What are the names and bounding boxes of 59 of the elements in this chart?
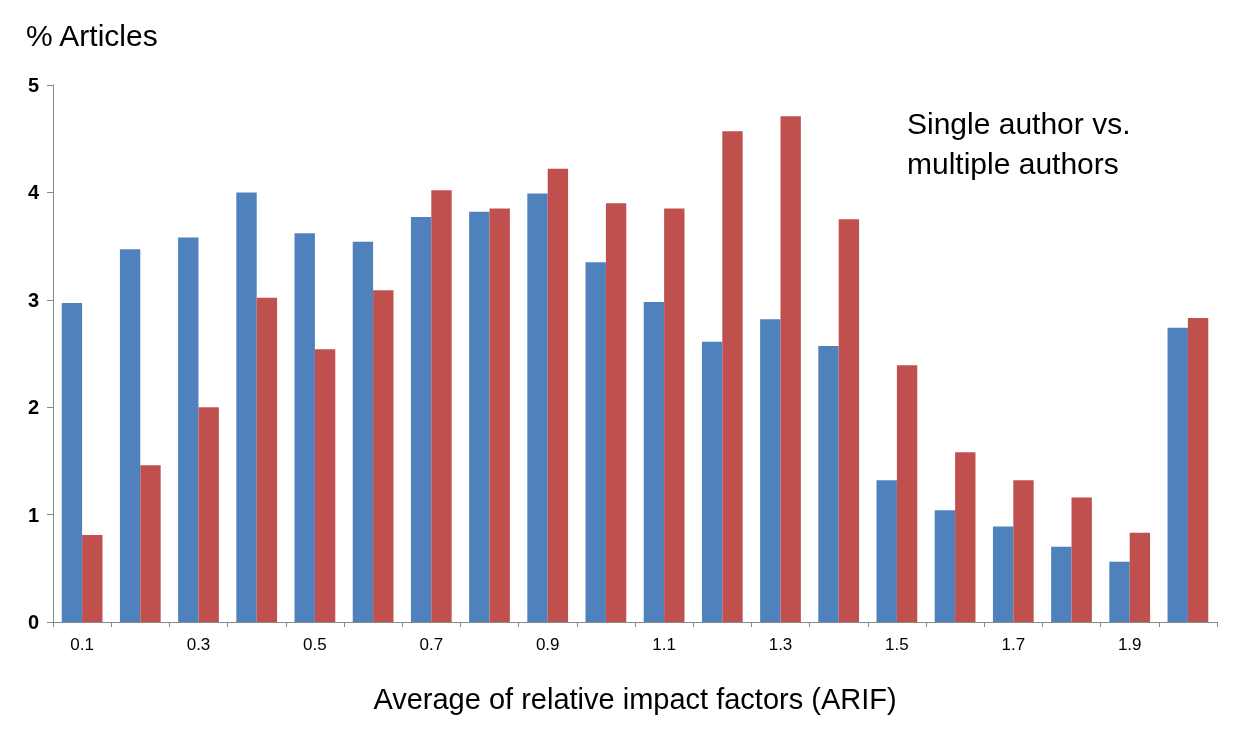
bar bbox=[664, 208, 685, 622]
y-axis-title: % Articles bbox=[26, 18, 158, 52]
y-tick-label: 1 bbox=[27, 503, 39, 526]
bar bbox=[547, 168, 569, 622]
bar bbox=[585, 262, 606, 622]
bar bbox=[352, 241, 374, 622]
bar bbox=[489, 208, 510, 622]
y-tick-label: 2 bbox=[27, 396, 39, 419]
x-tick-label: 1.5 bbox=[885, 635, 909, 654]
x-axis-title: Average of relative impact factors (ARIF) bbox=[373, 682, 897, 715]
y-tick-label: 3 bbox=[27, 288, 39, 311]
x-tick-label: 0.1 bbox=[70, 635, 94, 654]
bar bbox=[410, 217, 432, 622]
bar bbox=[256, 297, 278, 622]
bar bbox=[1167, 327, 1188, 622]
bar bbox=[431, 190, 452, 622]
bar bbox=[780, 116, 801, 622]
bar bbox=[294, 233, 315, 622]
bar bbox=[992, 526, 1014, 622]
bar bbox=[934, 510, 956, 622]
bar bbox=[119, 249, 141, 622]
bar bbox=[61, 303, 83, 622]
y-tick-label: 5 bbox=[27, 74, 39, 96]
x-tick-label: 1.1 bbox=[652, 635, 676, 654]
bar bbox=[527, 193, 548, 622]
y-tick-label: 4 bbox=[27, 181, 40, 204]
bar bbox=[314, 349, 336, 622]
annotation: Single author vs. multiple authors bbox=[907, 106, 1139, 180]
y-tick-label: 0 bbox=[27, 611, 39, 633]
x-tick-label: 1.9 bbox=[1117, 635, 1142, 654]
x-tick-label: 0.3 bbox=[186, 635, 211, 654]
x-tick-label: 1.7 bbox=[1001, 635, 1026, 654]
bar bbox=[1051, 546, 1072, 622]
bar bbox=[818, 345, 839, 622]
bar bbox=[643, 301, 665, 622]
bar bbox=[876, 480, 897, 622]
bar bbox=[760, 319, 781, 622]
bar bbox=[838, 219, 860, 622]
bar bbox=[1071, 497, 1092, 622]
x-tick-label: 1.3 bbox=[768, 635, 793, 654]
bar bbox=[236, 192, 257, 622]
bar bbox=[469, 211, 490, 622]
bar bbox=[1129, 532, 1151, 622]
x-tick-label: 0.7 bbox=[419, 635, 444, 654]
bar bbox=[605, 203, 627, 622]
bar bbox=[722, 131, 743, 622]
bar bbox=[140, 465, 161, 622]
bar bbox=[373, 290, 394, 622]
bar bbox=[82, 535, 103, 622]
bar bbox=[178, 237, 199, 622]
x-tick-label: 0.5 bbox=[303, 635, 327, 654]
bar bbox=[1109, 561, 1130, 622]
x-tick-label: 0.9 bbox=[535, 635, 560, 654]
bar bbox=[198, 407, 219, 622]
bar bbox=[955, 452, 976, 622]
bar bbox=[701, 341, 723, 622]
bar bbox=[1187, 318, 1209, 622]
bar bbox=[1013, 480, 1034, 622]
bar bbox=[896, 365, 918, 622]
